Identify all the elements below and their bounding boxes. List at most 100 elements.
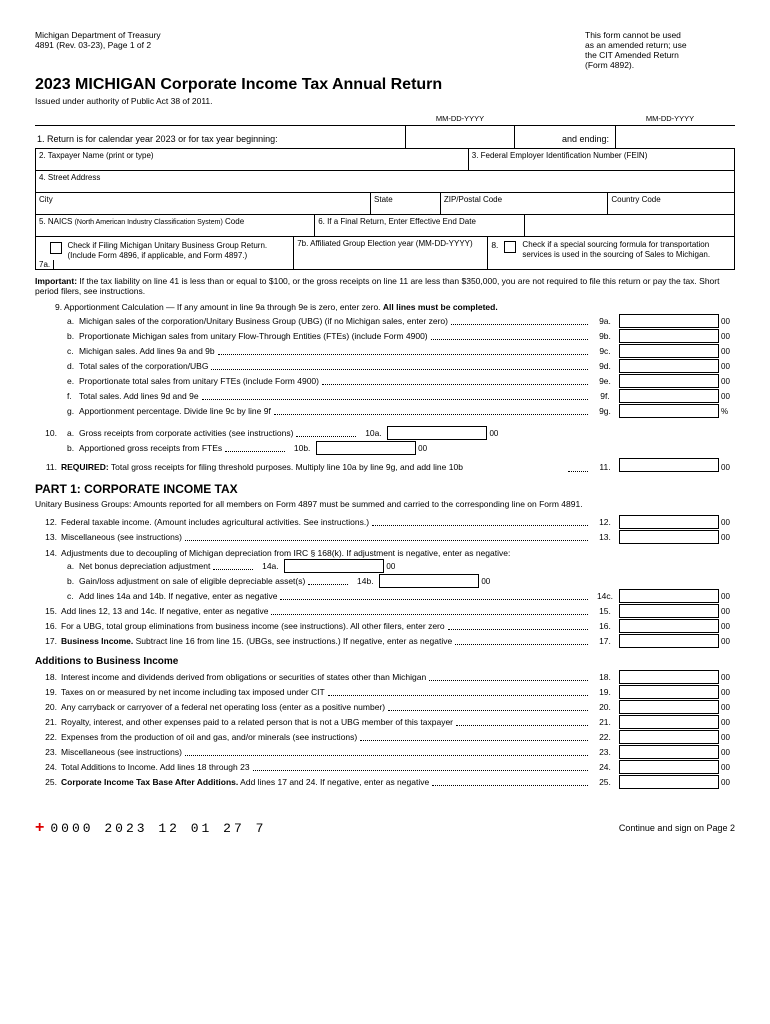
input-22[interactable] [619,730,719,744]
field-naics[interactable]: 5. NAICS (North American Industry Classi… [36,215,315,236]
header-left: Michigan Department of Treasury 4891 (Re… [35,30,161,70]
line-23: 23.Miscellaneous (see instructions)23.00 [35,745,735,759]
line-24: 24.Total Additions to Income. Add lines … [35,760,735,774]
date-label-begin: MM-DD-YYYY [405,114,515,123]
additions-lines: 18.Interest income and dividends derived… [35,670,735,789]
checkbox-ubg-return[interactable] [50,242,62,254]
input-14b[interactable] [379,574,479,588]
lines-10-container: 10.a.Gross receipts from corporate activ… [35,426,735,455]
input-9f[interactable] [619,389,719,403]
date-label-end: MM-DD-YYYY [615,114,725,123]
field-fein[interactable]: 3. Federal Employer Identification Numbe… [469,149,734,170]
scanline-wrap: +0000 2023 12 01 27 7 [35,819,266,837]
line-17: 17.Business Income. Subtract line 16 fro… [35,634,735,648]
field-7b[interactable]: 7b. Affiliated Group Election year (MM-D… [294,237,488,269]
line-1-row: 1. Return is for calendar year 2023 or f… [35,125,735,149]
form-revision: 4891 (Rev. 03-23), Page 1 of 2 [35,40,161,50]
input-10a[interactable] [387,426,487,440]
line-10b: b.Apportioned gross receipts from FTEs10… [35,441,735,455]
input-21[interactable] [619,715,719,729]
line-16: 16.For a UBG, total group eliminations f… [35,619,735,633]
line-9-header: 9. Apportionment Calculation — If any am… [55,302,735,312]
line-21: 21.Royalty, interest, and other expenses… [35,715,735,729]
line-14c: c.Add lines 14a and 14b. If negative, en… [35,589,735,603]
line-9c: c.Michigan sales. Add lines 9a and 9b9c.… [35,344,735,358]
line-18: 18.Interest income and dividends derived… [35,670,735,684]
continue-text: Continue and sign on Page 2 [619,823,735,833]
line-9b: b.Proportionate Michigan sales from unit… [35,329,735,343]
ubg-check-label: Check if Filing Michigan Unitary Busines… [68,241,291,260]
line-10a: 10.a.Gross receipts from corporate activ… [35,426,735,440]
and-ending-label: and ending: [515,130,615,148]
input-13[interactable] [619,530,719,544]
plus-icon: + [35,819,44,836]
taxpayer-info-grid: 2. Taxpayer Name (print or type) 3. Fede… [35,149,735,270]
part-1-lines: 12.Federal taxable income. (Amount inclu… [35,515,735,648]
input-line-11[interactable] [619,458,719,472]
page-header: Michigan Department of Treasury 4891 (Re… [35,30,735,70]
input-9d[interactable] [619,359,719,373]
field-final-return-date[interactable]: 6. If a Final Return, Enter Effective En… [315,215,524,236]
additions-header: Additions to Business Income [35,656,735,667]
field-street-address[interactable]: 4. Street Address [36,171,734,192]
checkbox-special-sourcing[interactable] [504,241,516,253]
line-1-text: 1. Return is for calendar year 2023 or f… [35,130,405,148]
header-notice: This form cannot be used as an amended r… [585,30,735,70]
input-18[interactable] [619,670,719,684]
field-8: 8. Check if a special sourcing formula f… [488,237,734,269]
input-9c[interactable] [619,344,719,358]
line-14b: b.Gain/loss adjustment on sale of eligib… [35,574,735,588]
line-9g: g.Apportionment percentage. Divide line … [35,404,735,418]
field-zip[interactable]: ZIP/Postal Code [441,193,609,214]
input-10b[interactable] [316,441,416,455]
input-17[interactable] [619,634,719,648]
tax-year-end-input[interactable] [615,126,725,148]
input-9e[interactable] [619,374,719,388]
form-title: 2023 MICHIGAN Corporate Income Tax Annua… [35,76,735,94]
field-taxpayer-name[interactable]: 2. Taxpayer Name (print or type) [36,149,469,170]
input-14a[interactable] [284,559,384,573]
authority-text: Issued under authority of Public Act 38 … [35,96,735,106]
line-9d: d.Total sales of the corporation/UBG9d.0… [35,359,735,373]
line-15: 15.Add lines 12, 13 and 14c. If negative… [35,604,735,618]
scanline: 0000 2023 12 01 27 7 [50,821,266,836]
input-14c[interactable] [619,589,719,603]
tax-year-begin-input[interactable] [405,126,515,148]
page-footer: +0000 2023 12 01 27 7 Continue and sign … [35,819,735,837]
input-9b[interactable] [619,329,719,343]
line-19: 19.Taxes on or measured by net income in… [35,685,735,699]
date-header-row: MM-DD-YYYY MM-DD-YYYY [35,114,735,123]
line-12: 12.Federal taxable income. (Amount inclu… [35,515,735,529]
part-1-subtext: Unitary Business Groups: Amounts reporte… [35,499,735,509]
line-13: 13.Miscellaneous (see instructions)13.00 [35,530,735,544]
input-23[interactable] [619,745,719,759]
field-country[interactable]: Country Code [608,193,734,214]
line-22: 22.Expenses from the production of oil a… [35,730,735,744]
input-15[interactable] [619,604,719,618]
lines-9-container: a.Michigan sales of the corporation/Unit… [35,314,735,418]
line-14: 14.Adjustments due to decoupling of Mich… [35,548,735,558]
line-8-num: 8. [491,240,498,250]
line-20: 20.Any carryback or carryover of a feder… [35,700,735,714]
part-1-header: PART 1: CORPORATE INCOME TAX [35,482,735,496]
line-9a: a.Michigan sales of the corporation/Unit… [35,314,735,328]
input-12[interactable] [619,515,719,529]
important-notice: Important: If the tax liability on line … [35,276,735,296]
input-24[interactable] [619,760,719,774]
field-state[interactable]: State [371,193,441,214]
dept-name: Michigan Department of Treasury [35,30,161,40]
field-8-wrapper [525,215,734,236]
input-16[interactable] [619,619,719,633]
line-25: 25.Corporate Income Tax Base After Addit… [35,775,735,789]
line-14a: a.Net bonus depreciation adjustment14a.0… [35,559,735,573]
line-9e: e.Proportionate total sales from unitary… [35,374,735,388]
line-11-row: 11. REQUIRED: Total gross receipts for f… [35,458,735,472]
line-8-text: Check if a special sourcing formula for … [522,240,731,259]
field-7-ubg: Check if Filing Michigan Unitary Busines… [36,237,294,269]
input-9a[interactable] [619,314,719,328]
input-25[interactable] [619,775,719,789]
input-9g[interactable] [619,404,719,418]
input-19[interactable] [619,685,719,699]
field-city[interactable]: City [36,193,371,214]
input-20[interactable] [619,700,719,714]
